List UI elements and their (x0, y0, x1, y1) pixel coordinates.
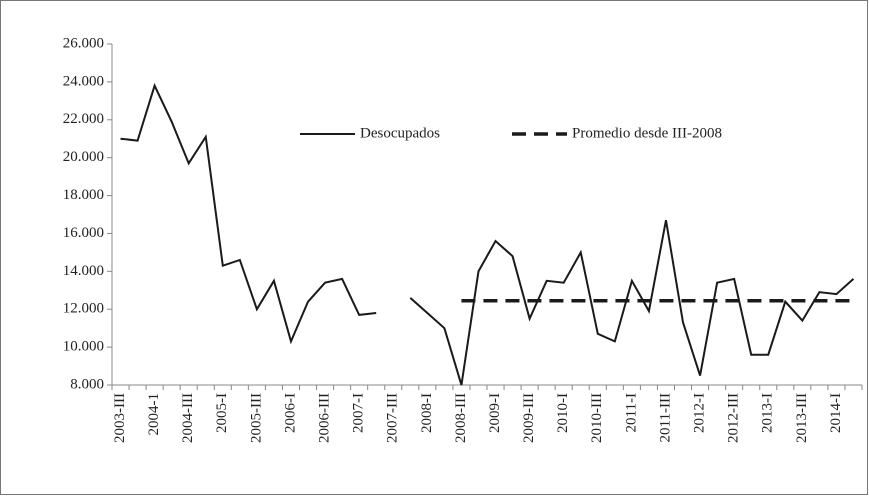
x-tick-label: 2006-I (282, 393, 298, 433)
legend-label: Desocupados (360, 125, 440, 141)
x-tick-label: 2006-III (317, 393, 333, 443)
y-tick-label: 14.000 (63, 263, 104, 279)
x-tick-label: 2004-III (180, 393, 196, 443)
x-tick-label: 2008-I (419, 393, 435, 433)
y-tick-label: 20.000 (63, 149, 104, 165)
x-tick-label: 2010-I (555, 393, 571, 433)
x-tick-label: 2013-I (760, 393, 776, 433)
y-tick-label: 8.000 (70, 376, 104, 392)
x-tick-label: 2012-III (726, 393, 742, 443)
x-tick-label: 2003-III (112, 393, 128, 443)
legend-label: Promedio desde III-2008 (572, 125, 722, 141)
x-tick-label: 2011-III (657, 393, 673, 442)
x-tick-label: 2009-III (521, 393, 537, 443)
x-tick-label: 2010-III (589, 393, 605, 443)
x-tick-label: 2004-1 (146, 393, 162, 436)
x-tick-label: 2005-III (248, 393, 264, 443)
y-tick-label: 22.000 (63, 111, 104, 127)
y-tick-label: 12.000 (63, 301, 104, 317)
x-tick-label: 2009-I (487, 393, 503, 433)
x-tick-label: 2013-III (794, 393, 810, 443)
y-tick-label: 16.000 (63, 225, 104, 241)
x-tick-label: 2012-I (692, 393, 708, 433)
x-tick-label: 2005-I (214, 393, 230, 433)
y-tick-label: 10.000 (63, 339, 104, 355)
y-tick-label: 18.000 (63, 187, 104, 203)
x-tick-label: 2008-III (453, 393, 469, 443)
series-line (120, 82, 855, 386)
x-tick-label: 2007-III (385, 393, 401, 443)
y-tick-label: 26.000 (63, 35, 104, 51)
x-tick-label: 2014-I (828, 393, 844, 433)
y-tick-label: 24.000 (63, 73, 104, 89)
x-tick-label: 2007-I (351, 393, 367, 433)
x-tick-label: 2011-I (623, 393, 639, 432)
